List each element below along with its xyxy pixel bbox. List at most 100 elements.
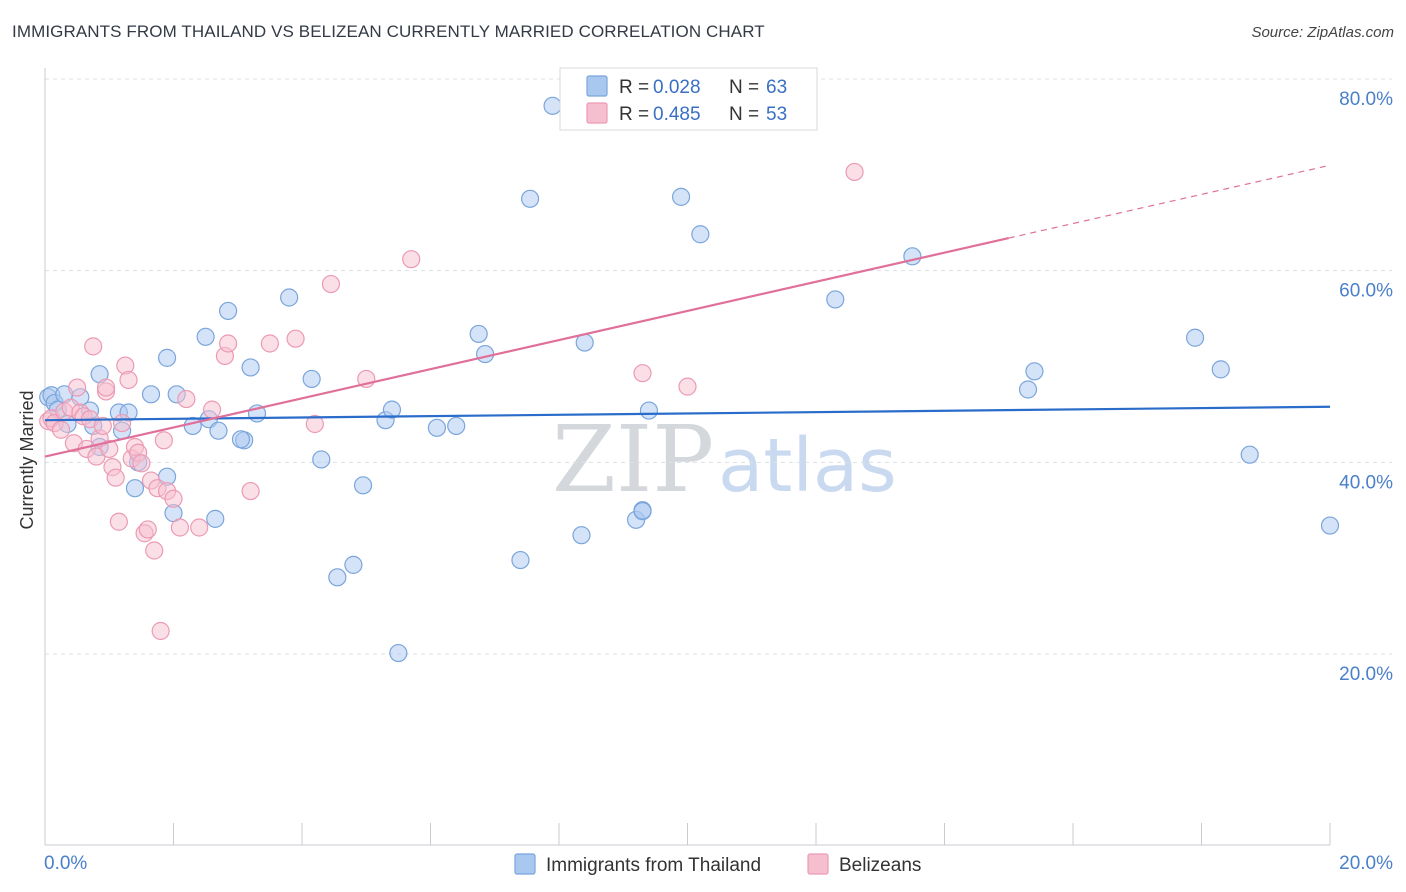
point-thailand [241,358,260,377]
point-thailand [1320,516,1340,535]
point-belize [202,400,222,419]
point-thailand [671,187,691,206]
point-thailand [543,96,562,115]
point-thailand [639,401,659,420]
point-belize [51,420,71,439]
point-thailand [196,327,215,346]
y-tick-label: 80.0% [1339,89,1393,110]
point-belize [154,431,173,450]
source-label: Source: ZipAtlas.com [1251,24,1394,41]
legend-box: R = 0.028 N = 63 R = 0.485 N = 53 [559,67,818,131]
bottom-legend-swatch-belize [807,853,829,875]
watermark-atlas: atlas [718,423,897,509]
legend-r-label-belize: R = [619,104,649,125]
x-tick-label-min: 0.0% [44,853,87,874]
point-belize [84,337,103,356]
bottom-legend: Immigrants from Thailand Belizeans [514,853,921,876]
point-belize [132,454,151,473]
point-thailand [382,400,402,419]
point-thailand [427,418,447,437]
point-thailand [312,450,331,469]
point-belize [845,162,864,182]
point-belize [138,520,157,539]
gridlines [45,78,1392,655]
point-belize [633,364,652,383]
point-belize [177,389,196,409]
point-thailand [389,643,408,663]
bottom-legend-label-thailand: Immigrants from Thailand [546,855,761,876]
chart-title: IMMIGRANTS FROM THAILAND VS BELIZEAN CUR… [12,22,765,41]
legend-n-label-thailand: N = [729,77,759,98]
point-thailand [520,189,540,208]
point-belize [119,370,138,390]
trend-line-thailand [44,405,1331,422]
bottom-legend-swatch-thailand [514,853,536,875]
point-thailand [826,290,845,309]
point-thailand [280,288,299,307]
point-belize [106,468,125,487]
point-thailand [1185,328,1205,347]
legend-r-label-thailand: R = [619,77,649,98]
point-belize [170,518,190,537]
point-thailand [328,568,347,587]
point-belize [100,439,119,459]
point-thailand [633,502,652,521]
point-thailand [353,476,373,495]
point-thailand [219,301,238,321]
point-thailand [183,416,202,436]
legend-swatch-belize [586,102,608,124]
point-belize [93,416,112,436]
point-belize [260,334,279,353]
point-belize [109,512,128,531]
point-thailand [572,526,591,545]
point-belize [678,377,697,396]
legend-n-label-belize: N = [729,104,759,125]
point-belize [190,518,209,537]
point-belize [96,378,116,397]
legend-n-value-belize: 53 [766,104,787,125]
point-thailand [157,348,177,367]
point-thailand [476,344,495,364]
legend-swatch-thailand [586,75,608,97]
point-thailand [141,385,161,404]
point-thailand [209,421,228,440]
legend-r-value-thailand: 0.028 [653,77,701,98]
point-thailand [469,324,488,344]
point-thailand [1211,360,1230,379]
x-tick-label-max: 20.0% [1339,853,1393,874]
point-belize [305,414,324,434]
point-thailand [206,509,225,528]
point-belize [68,378,87,397]
bottom-legend-label-belize: Belizeans [839,855,921,876]
y-axis-title: Currently Married [17,390,37,529]
y-tick-label: 40.0% [1339,472,1393,493]
point-thailand [691,225,710,244]
trend-line-belize [44,237,1009,458]
point-thailand [511,550,530,570]
point-belize [164,489,183,508]
point-belize [321,274,341,294]
point-thailand [1025,362,1044,381]
trend-line-belize-extrapolated [1008,164,1331,239]
point-belize [241,481,260,501]
point-belize [151,621,170,641]
legend-n-value-thailand: 63 [766,77,787,98]
y-tick-label: 20.0% [1339,664,1393,685]
point-thailand [1018,380,1038,399]
watermark-zip: ZIP [552,406,714,513]
point-thailand [125,479,145,498]
series-belize-points [39,162,864,641]
x-axis-ticks [44,823,1331,845]
y-tick-label: 60.0% [1339,281,1393,302]
point-thailand [1240,445,1259,464]
point-belize [402,250,421,269]
y-tick-labels: 20.0% 40.0% 60.0% 80.0% [1339,89,1393,685]
point-belize [286,329,305,348]
point-thailand [344,555,363,574]
point-belize [219,334,238,353]
point-thailand [302,369,321,389]
point-belize [145,541,164,560]
legend-r-value-belize: 0.485 [653,104,701,125]
point-thailand [231,430,251,449]
